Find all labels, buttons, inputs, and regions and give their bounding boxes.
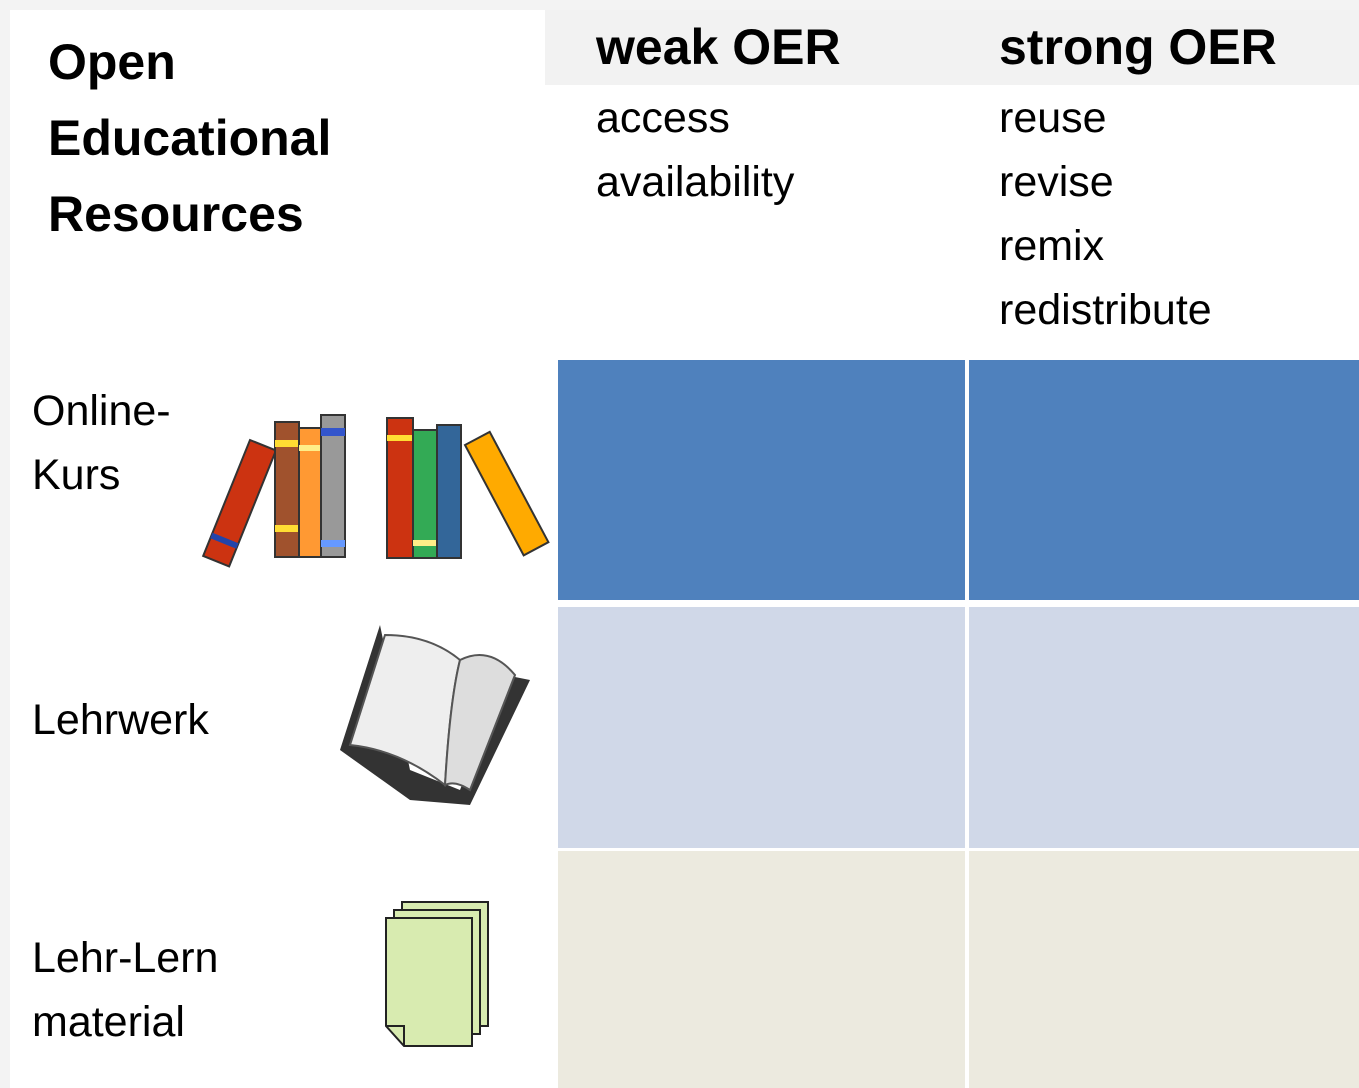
slide: Open Educational Resources weak OER access av… bbox=[10, 10, 1359, 1088]
cell bbox=[558, 360, 965, 600]
cell bbox=[969, 851, 1359, 1088]
papers-icon bbox=[385, 901, 489, 1047]
cell bbox=[969, 360, 1359, 600]
title-line: Educational bbox=[48, 110, 332, 166]
row-label: Lehr-Lern bbox=[32, 934, 219, 982]
column-item: access bbox=[596, 94, 730, 142]
title-line: Resources bbox=[48, 186, 304, 242]
column-item: availability bbox=[596, 158, 795, 206]
column-item: remix bbox=[999, 222, 1105, 270]
books-icon bbox=[201, 414, 550, 568]
column-item: reuse bbox=[999, 94, 1107, 142]
row-label: Lehrwerk bbox=[32, 696, 209, 744]
column-heading: strong OER bbox=[999, 19, 1277, 75]
column-item: revise bbox=[999, 158, 1114, 206]
cell bbox=[969, 607, 1359, 848]
title-line: Open bbox=[48, 34, 176, 90]
cell bbox=[558, 851, 965, 1088]
header-band bbox=[545, 10, 1359, 85]
column-item: redistribute bbox=[999, 286, 1212, 334]
open-book-icon bbox=[340, 625, 530, 805]
row-label: material bbox=[32, 998, 185, 1046]
row-label: Online- bbox=[32, 387, 171, 435]
row-label: Kurs bbox=[32, 451, 121, 499]
column-heading: weak OER bbox=[596, 19, 841, 75]
cell bbox=[558, 607, 965, 848]
